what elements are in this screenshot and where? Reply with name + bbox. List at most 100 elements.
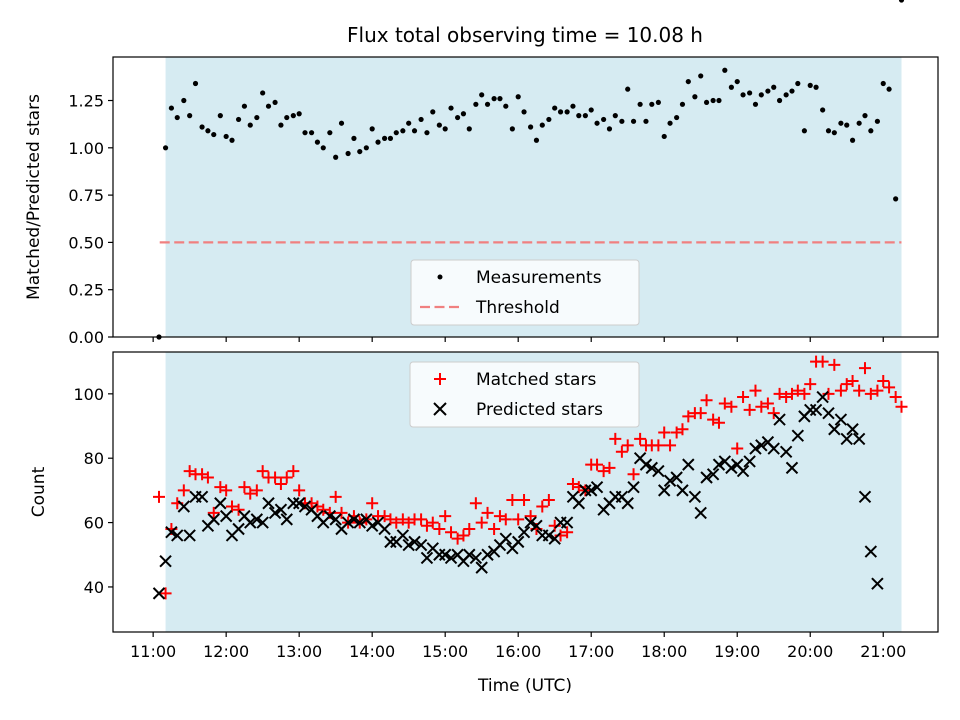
measurement-point bbox=[387, 135, 394, 141]
matched-point bbox=[858, 362, 871, 375]
measurements-series bbox=[156, 0, 905, 340]
predicted-point bbox=[530, 519, 543, 533]
measurement-point bbox=[557, 109, 564, 115]
predicted-point bbox=[590, 480, 604, 494]
predicted-point bbox=[280, 513, 293, 526]
predicted-point bbox=[262, 497, 275, 510]
predicted-point bbox=[256, 516, 269, 529]
measurement-point bbox=[594, 120, 600, 126]
predicted-point bbox=[858, 490, 872, 504]
predicted-point bbox=[183, 529, 196, 542]
matched-point bbox=[615, 445, 628, 458]
matched-point bbox=[895, 400, 908, 413]
predicted-point bbox=[396, 529, 410, 542]
measurement-point bbox=[308, 130, 315, 136]
predicted-point bbox=[207, 513, 220, 526]
measurement-point bbox=[223, 133, 229, 140]
predicted-point bbox=[676, 484, 689, 497]
matched-point bbox=[798, 387, 811, 400]
predicted-point bbox=[438, 548, 452, 561]
x-axis-label: Time (UTC) bbox=[477, 676, 572, 696]
measurement-point bbox=[333, 154, 339, 160]
measurement-point bbox=[235, 116, 242, 123]
measurement-point bbox=[466, 126, 472, 132]
measurement-point bbox=[552, 105, 558, 111]
predicted-point bbox=[706, 468, 720, 481]
matched-point bbox=[426, 516, 439, 529]
predicted-point bbox=[749, 442, 762, 455]
predicted-point bbox=[846, 423, 859, 436]
predicted-point bbox=[572, 497, 586, 510]
matched-point bbox=[238, 481, 251, 494]
predicted-point bbox=[658, 484, 671, 497]
measurement-point bbox=[284, 114, 290, 121]
matched-point bbox=[280, 471, 293, 484]
measurement-point bbox=[345, 150, 351, 157]
count-y-axis: 40 60 80 100 bbox=[73, 385, 113, 597]
measurement-point bbox=[849, 137, 856, 143]
predicted-point bbox=[652, 464, 665, 478]
matched-point bbox=[804, 378, 817, 391]
measurement-point bbox=[400, 128, 406, 134]
ratio-y-axis: 0.00 0.25 0.50 0.75 1.00 1.25 bbox=[68, 92, 113, 347]
predicted-point bbox=[816, 390, 829, 404]
matched-point bbox=[269, 471, 282, 484]
matched-point bbox=[694, 407, 707, 420]
ratio-legend: Measurements Threshold bbox=[410, 259, 640, 326]
predicted-point bbox=[414, 538, 428, 552]
predicted-point bbox=[804, 403, 817, 417]
ratio-y-tick-label: 0.25 bbox=[68, 281, 104, 300]
predicted-point bbox=[341, 516, 355, 529]
matched-legend-label: Matched stars bbox=[476, 370, 596, 390]
predicted-point bbox=[840, 432, 853, 446]
predicted-point bbox=[579, 484, 592, 497]
measurement-point bbox=[491, 96, 497, 102]
measurement-point bbox=[211, 131, 217, 138]
matched-point bbox=[846, 374, 859, 387]
matched-point bbox=[335, 506, 348, 519]
matched-point bbox=[207, 506, 220, 519]
matched-point bbox=[676, 423, 689, 436]
measurement-point bbox=[528, 124, 534, 130]
predicted-point bbox=[585, 484, 598, 497]
measurement-point bbox=[783, 92, 789, 98]
count-y-tick-label: 100 bbox=[73, 385, 104, 404]
measurement-point bbox=[661, 133, 667, 140]
predicted-point bbox=[214, 497, 227, 510]
predicted-point bbox=[378, 522, 391, 536]
measurement-point bbox=[886, 86, 892, 92]
predicted-point bbox=[779, 445, 793, 458]
predicted-point bbox=[791, 429, 805, 442]
measurement-point bbox=[229, 137, 235, 143]
measurement-point bbox=[612, 113, 618, 119]
predicted-point bbox=[694, 506, 707, 520]
x-tick-label: 11:00 bbox=[130, 642, 176, 661]
measurement-point bbox=[801, 128, 807, 134]
predicted-point bbox=[864, 545, 878, 558]
measurement-point bbox=[265, 103, 272, 109]
ratio-panel: Measurements Threshold 0.00 0.25 0.50 0.75 1… bbox=[24, 0, 939, 347]
measurement-point bbox=[655, 99, 661, 106]
matched-point bbox=[256, 465, 269, 478]
matched-point bbox=[864, 387, 877, 400]
predicted-point bbox=[469, 551, 483, 565]
measurement-point bbox=[637, 101, 643, 107]
ratio-y-tick-label: 1.00 bbox=[68, 139, 104, 158]
matched-point bbox=[499, 513, 512, 526]
matched-point bbox=[506, 494, 519, 507]
measurement-point bbox=[247, 122, 253, 128]
matched-point bbox=[725, 400, 738, 413]
measurements-legend-marker bbox=[437, 274, 443, 280]
measurement-point bbox=[455, 114, 461, 121]
predicted-point bbox=[682, 458, 695, 471]
measurement-point bbox=[667, 120, 673, 126]
measurement-point bbox=[674, 114, 680, 121]
matched-point bbox=[737, 391, 750, 404]
measurement-point bbox=[351, 135, 357, 141]
measurement-point bbox=[679, 101, 686, 107]
measurement-point bbox=[509, 126, 515, 132]
matched-point bbox=[201, 471, 214, 484]
chart-title: Flux total observing time = 10.08 h bbox=[347, 23, 703, 47]
predicted-point bbox=[475, 561, 488, 574]
measurement-point bbox=[765, 88, 771, 94]
